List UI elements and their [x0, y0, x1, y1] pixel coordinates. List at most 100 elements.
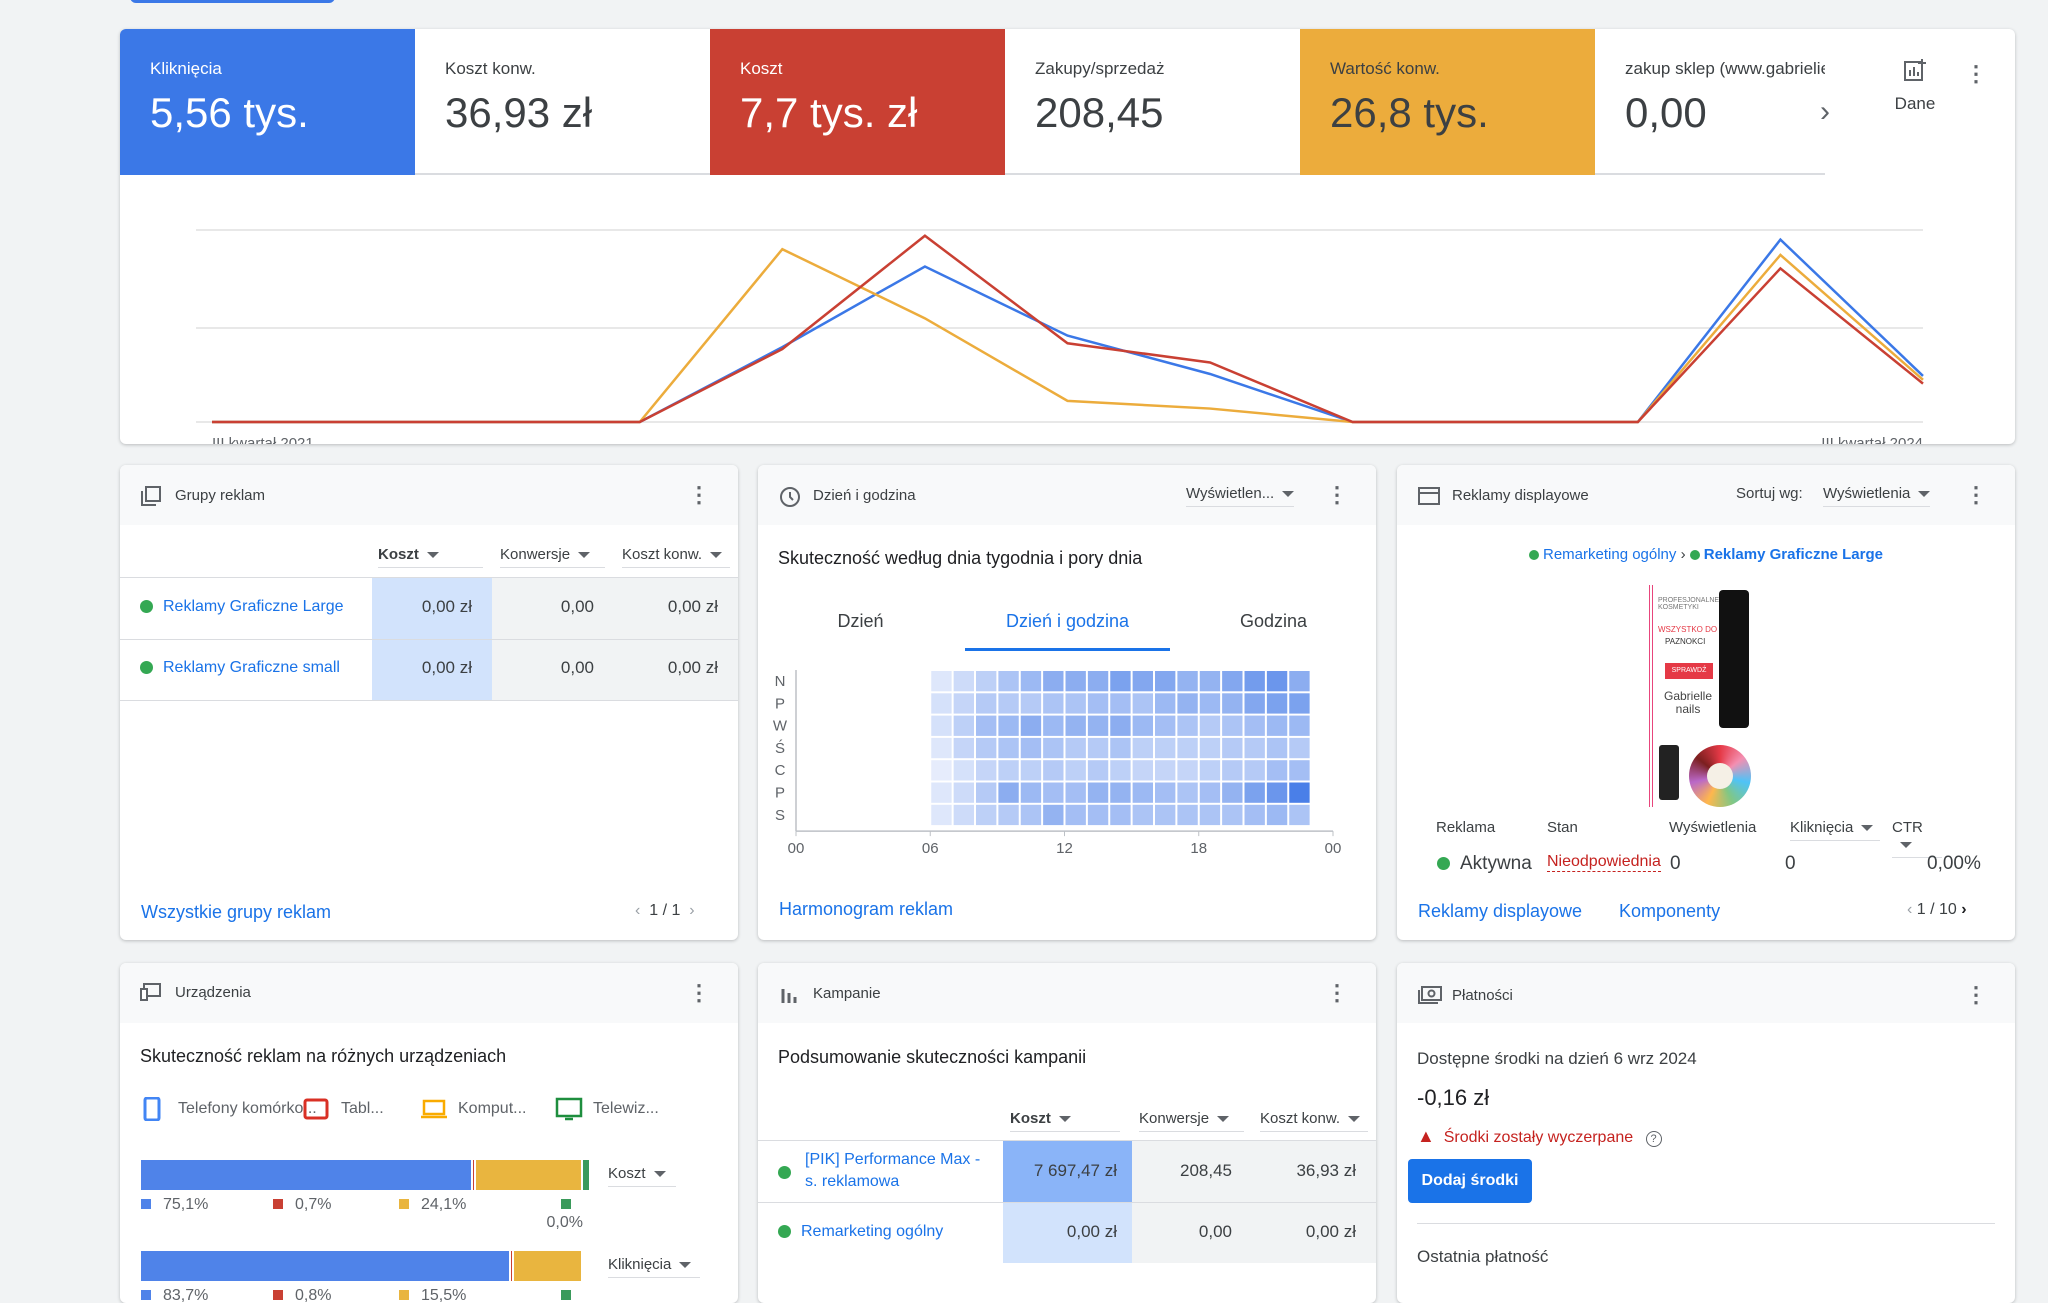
- ad-group-link[interactable]: Reklamy Graficzne Large: [1703, 546, 1883, 563]
- heatmap-cell[interactable]: [1020, 737, 1042, 759]
- heatmap-cell[interactable]: [1177, 804, 1198, 826]
- heatmap-cell[interactable]: [1199, 782, 1221, 803]
- heatmap-cell[interactable]: [1043, 782, 1064, 803]
- heatmap-cell[interactable]: [1132, 737, 1153, 759]
- heatmap-cell[interactable]: [931, 782, 952, 803]
- heatmap-cell[interactable]: [1087, 737, 1109, 759]
- heatmap-cell[interactable]: [1155, 760, 1176, 781]
- heatmap-cell[interactable]: [1043, 737, 1064, 759]
- metric-tile[interactable]: Wartość konw. 26,8 tys.: [1300, 29, 1595, 175]
- heatmap-cell[interactable]: [976, 715, 997, 736]
- col-ctr-sort[interactable]: CTR: [1892, 819, 1942, 858]
- prev-page-button[interactable]: ‹: [635, 902, 641, 919]
- more-options-icon[interactable]: ⋮: [1326, 980, 1348, 1005]
- heatmap-cell[interactable]: [1177, 760, 1198, 781]
- heatmap-cell[interactable]: [1043, 804, 1064, 826]
- heatmap-cell[interactable]: [1244, 693, 1265, 714]
- top-button-partial[interactable]: [130, 0, 335, 3]
- heatmap-cell[interactable]: [1087, 804, 1109, 826]
- heatmap-cell[interactable]: [1043, 760, 1064, 781]
- heatmap-cell[interactable]: [1199, 671, 1221, 692]
- sort-dropdown[interactable]: Wyświetlenia: [1823, 485, 1931, 507]
- ad-group-link[interactable]: Reklamy Graficzne small: [140, 659, 340, 677]
- heatmap-cell[interactable]: [1199, 693, 1221, 714]
- more-options-icon[interactable]: ⋮: [1326, 482, 1348, 507]
- heatmap-cell[interactable]: [1020, 782, 1042, 803]
- heatmap-cell[interactable]: [931, 715, 952, 736]
- heatmap-cell[interactable]: [1065, 693, 1086, 714]
- heatmap-cell[interactable]: [1289, 782, 1310, 803]
- heatmap-cell[interactable]: [1244, 804, 1265, 826]
- heatmap-cell[interactable]: [1155, 804, 1176, 826]
- heatmap-cell[interactable]: [1155, 671, 1176, 692]
- heatmap-cell[interactable]: [1222, 804, 1243, 826]
- heatmap-cell[interactable]: [998, 760, 1019, 781]
- heatmap-cell[interactable]: [1087, 693, 1109, 714]
- data-button[interactable]: Dane: [1885, 57, 1945, 114]
- more-options-icon[interactable]: ⋮: [1965, 482, 1987, 507]
- heatmap-cell[interactable]: [1110, 715, 1131, 736]
- next-page-button[interactable]: ›: [689, 902, 695, 919]
- heatmap-cell[interactable]: [998, 715, 1019, 736]
- heatmap-cell[interactable]: [1132, 804, 1153, 826]
- heatmap-cell[interactable]: [1289, 804, 1310, 826]
- heatmap-cell[interactable]: [998, 737, 1019, 759]
- heatmap-cell[interactable]: [1199, 804, 1221, 826]
- add-funds-button[interactable]: Dodaj środki: [1408, 1159, 1532, 1203]
- heatmap-cell[interactable]: [1020, 671, 1042, 692]
- heatmap-cell[interactable]: [1199, 715, 1221, 736]
- status-badge[interactable]: Nieodpowiednia: [1547, 853, 1661, 872]
- heatmap-cell[interactable]: [1222, 671, 1243, 692]
- help-icon[interactable]: ?: [1645, 1131, 1662, 1147]
- heatmap-cell[interactable]: [953, 782, 974, 803]
- ad-preview-image[interactable]: PROFESJONALNE KOSMETYKI WSZYSTKO DO PAZN…: [1649, 585, 1762, 807]
- heatmap-cell[interactable]: [1110, 804, 1131, 826]
- heatmap-cell[interactable]: [931, 760, 952, 781]
- column-sort-conversions[interactable]: Konwersje: [1139, 1110, 1244, 1132]
- heatmap-cell[interactable]: [998, 804, 1019, 826]
- metric-dropdown[interactable]: Koszt: [608, 1165, 676, 1187]
- next-page-button[interactable]: ›: [1961, 901, 1967, 918]
- heatmap-cell[interactable]: [1289, 671, 1310, 692]
- heatmap-cell[interactable]: [1065, 782, 1086, 803]
- heatmap-cell[interactable]: [1244, 715, 1265, 736]
- campaign-link[interactable]: Remarketing ogólny: [778, 1223, 943, 1241]
- heatmap-cell[interactable]: [1177, 671, 1198, 692]
- heatmap-cell[interactable]: [1065, 760, 1086, 781]
- heatmap-cell[interactable]: [1065, 804, 1086, 826]
- heatmap-cell[interactable]: [1177, 693, 1198, 714]
- heatmap-cell[interactable]: [1020, 804, 1042, 826]
- heatmap-cell[interactable]: [1222, 715, 1243, 736]
- assets-link[interactable]: Komponenty: [1619, 901, 1721, 921]
- heatmap-cell[interactable]: [931, 737, 952, 759]
- heatmap-cell[interactable]: [976, 737, 997, 759]
- metric-tile[interactable]: Kliknięcia 5,56 tys.: [120, 29, 415, 175]
- heatmap-cell[interactable]: [1244, 782, 1265, 803]
- heatmap-cell[interactable]: [976, 671, 997, 692]
- more-options-icon[interactable]: ⋮: [1965, 982, 1987, 1007]
- heatmap-cell[interactable]: [1155, 693, 1176, 714]
- heatmap-cell[interactable]: [976, 804, 997, 826]
- heatmap-cell[interactable]: [998, 693, 1019, 714]
- heatmap-cell[interactable]: [1043, 671, 1064, 692]
- heatmap-cell[interactable]: [1020, 693, 1042, 714]
- column-sort-cpa[interactable]: Koszt konw.: [622, 546, 730, 568]
- heatmap-cell[interactable]: [1132, 693, 1153, 714]
- heatmap-cell[interactable]: [1087, 671, 1109, 692]
- heatmap-cell[interactable]: [1155, 782, 1176, 803]
- heatmap-cell[interactable]: [1289, 693, 1310, 714]
- heatmap-cell[interactable]: [1087, 760, 1109, 781]
- metric-tile[interactable]: Koszt konw. 36,93 zł: [415, 29, 710, 175]
- heatmap-cell[interactable]: [1266, 760, 1288, 781]
- more-options-icon[interactable]: ⋮: [688, 482, 710, 507]
- heatmap-cell[interactable]: [1132, 715, 1153, 736]
- column-sort-conversions[interactable]: Konwersje: [500, 546, 605, 568]
- heatmap-cell[interactable]: [1110, 693, 1131, 714]
- more-options-icon[interactable]: ⋮: [688, 980, 710, 1005]
- heatmap-cell[interactable]: [998, 671, 1019, 692]
- heatmap-cell[interactable]: [1020, 715, 1042, 736]
- heatmap-cell[interactable]: [1222, 693, 1243, 714]
- heatmap-cell[interactable]: [1043, 693, 1064, 714]
- more-options-icon[interactable]: ⋮: [1965, 61, 1987, 86]
- heatmap-cell[interactable]: [1244, 737, 1265, 759]
